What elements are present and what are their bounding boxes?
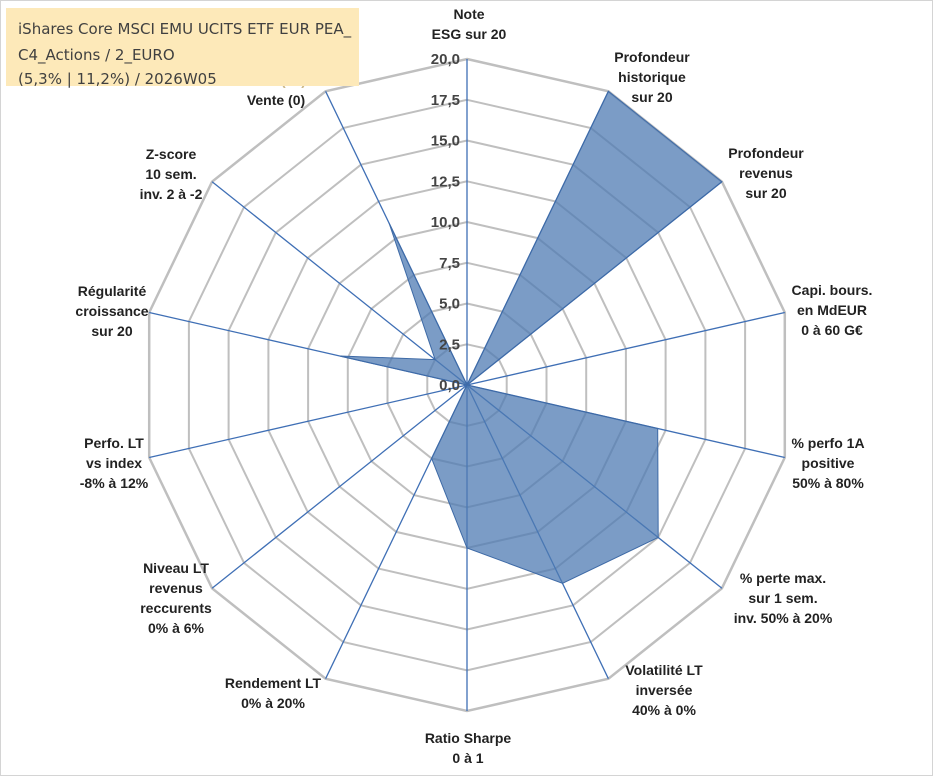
axis-label-line: Profondeur [728, 145, 804, 161]
axis-label-line: Perfo. LT [84, 435, 144, 451]
axis-label-line: positive [802, 455, 855, 471]
axis-label: Volatilité LT inversée 40% à 0% [625, 662, 703, 718]
axis-label-line: inv. 2 à -2 [140, 186, 203, 202]
axis-label: Capi. bours. en MdEUR 0 à 60 G€ [792, 282, 873, 338]
tick-label: 5,0 [439, 296, 460, 313]
axis-label-line: -8% à 12% [80, 475, 149, 491]
series-area [339, 90, 723, 584]
axis-label-line: Volatilité LT [625, 662, 703, 678]
axis-label: % perte max. sur 1 sem. inv. 50% à 20% [734, 570, 833, 626]
axis-label-line: historique [618, 69, 686, 85]
axis-label-line: 0 à 1 [452, 750, 483, 766]
axis-label-line: 0% à 6% [148, 620, 205, 636]
axis-label-line: sur 20 [631, 89, 672, 105]
axis-label-line: Rendement LT [225, 675, 322, 691]
axis-label-line: 0 à 60 G€ [801, 322, 863, 338]
axis-label-line: Capi. bours. [792, 282, 873, 298]
axis-label-line: 10 sem. [145, 166, 196, 182]
axis-label: Note ESG sur 20 [432, 6, 507, 42]
tick-label: 7,5 [439, 255, 460, 272]
axis-label-line: inversée [636, 682, 693, 698]
axis-label-line: Niveau LT [143, 560, 209, 576]
axis-label-line: sur 20 [745, 185, 786, 201]
axis-label-line: Profondeur [614, 49, 690, 65]
chart-title-box: iShares Core MSCI EMU UCITS ETF EUR PEA_… [6, 8, 359, 88]
axis-label-line: Vente (0) [247, 92, 305, 108]
axis-label-line: 0% à 20% [241, 695, 305, 711]
axis-label: Rendement LT 0% à 20% [225, 675, 322, 711]
axis-label: % perfo 1A positive 50% à 80% [791, 435, 864, 491]
axis-label-line: vs index [86, 455, 142, 471]
axis-label: Niveau LT revenus reccurents 0% à 6% [140, 560, 212, 636]
axis-label-line: Régularité [78, 283, 147, 299]
axis-label: Régularité croissance sur 20 [75, 283, 148, 339]
tick-label: 15,0 [431, 133, 460, 150]
axis-label-line: reccurents [140, 600, 212, 616]
axis-spoke [149, 384, 468, 459]
tick-label: 10,0 [431, 214, 460, 231]
axis-label-line: Z-score [146, 146, 197, 162]
chart-title-line-2: C4_Actions / 2_EURO [18, 46, 175, 64]
axis-spoke [211, 181, 468, 386]
axis-label-line: ESG sur 20 [432, 26, 507, 42]
axis-label-line: en MdEUR [797, 302, 867, 318]
axis-label-line: revenus [739, 165, 793, 181]
axis-label-line: Ratio Sharpe [425, 730, 512, 746]
tick-label: 20,0 [431, 51, 460, 68]
axis-label-line: croissance [75, 303, 148, 319]
series-layer [339, 90, 723, 584]
chart-title-line-1: iShares Core MSCI EMU UCITS ETF EUR PEA_ [18, 20, 352, 38]
axis-label: Perfo. LT vs index -8% à 12% [80, 435, 149, 491]
axis-label: Profondeur historique sur 20 [614, 49, 690, 105]
axis-label: Profondeur revenus sur 20 [728, 145, 804, 201]
axis-label-line: 40% à 0% [632, 702, 696, 718]
axis-label-line: % perte max. [740, 570, 826, 586]
axis-label-line: inv. 50% à 20% [734, 610, 833, 626]
axis-label: Ratio Sharpe 0 à 1 [425, 730, 512, 766]
axis-label-layer: Note ESG sur 20 Profondeur historique sur 20… [75, 6, 872, 766]
tick-layer: 0,0 2,5 5,0 7,5 10,0 12,5 15,0 17,5 20,0 [431, 51, 460, 394]
tick-label: 17,5 [431, 92, 460, 109]
tick-label: 2,5 [439, 336, 460, 353]
axis-label-line: revenus [149, 580, 203, 596]
axis-label-line: 50% à 80% [792, 475, 864, 491]
chart-title-line-3: (5,3% | 11,2%) / 2026W05 [18, 70, 217, 88]
axis-label-line: sur 1 sem. [748, 590, 817, 606]
axis-label-line: sur 20 [91, 323, 132, 339]
axis-label-line: % perfo 1A [791, 435, 864, 451]
axis-label-line: Note [453, 6, 484, 22]
axis-spoke [466, 311, 785, 386]
tick-label: 12,5 [431, 173, 460, 190]
tick-label: 0,0 [439, 377, 460, 394]
axis-label: Z-score 10 sem. inv. 2 à -2 [140, 146, 203, 202]
axis-spoke [211, 384, 468, 589]
